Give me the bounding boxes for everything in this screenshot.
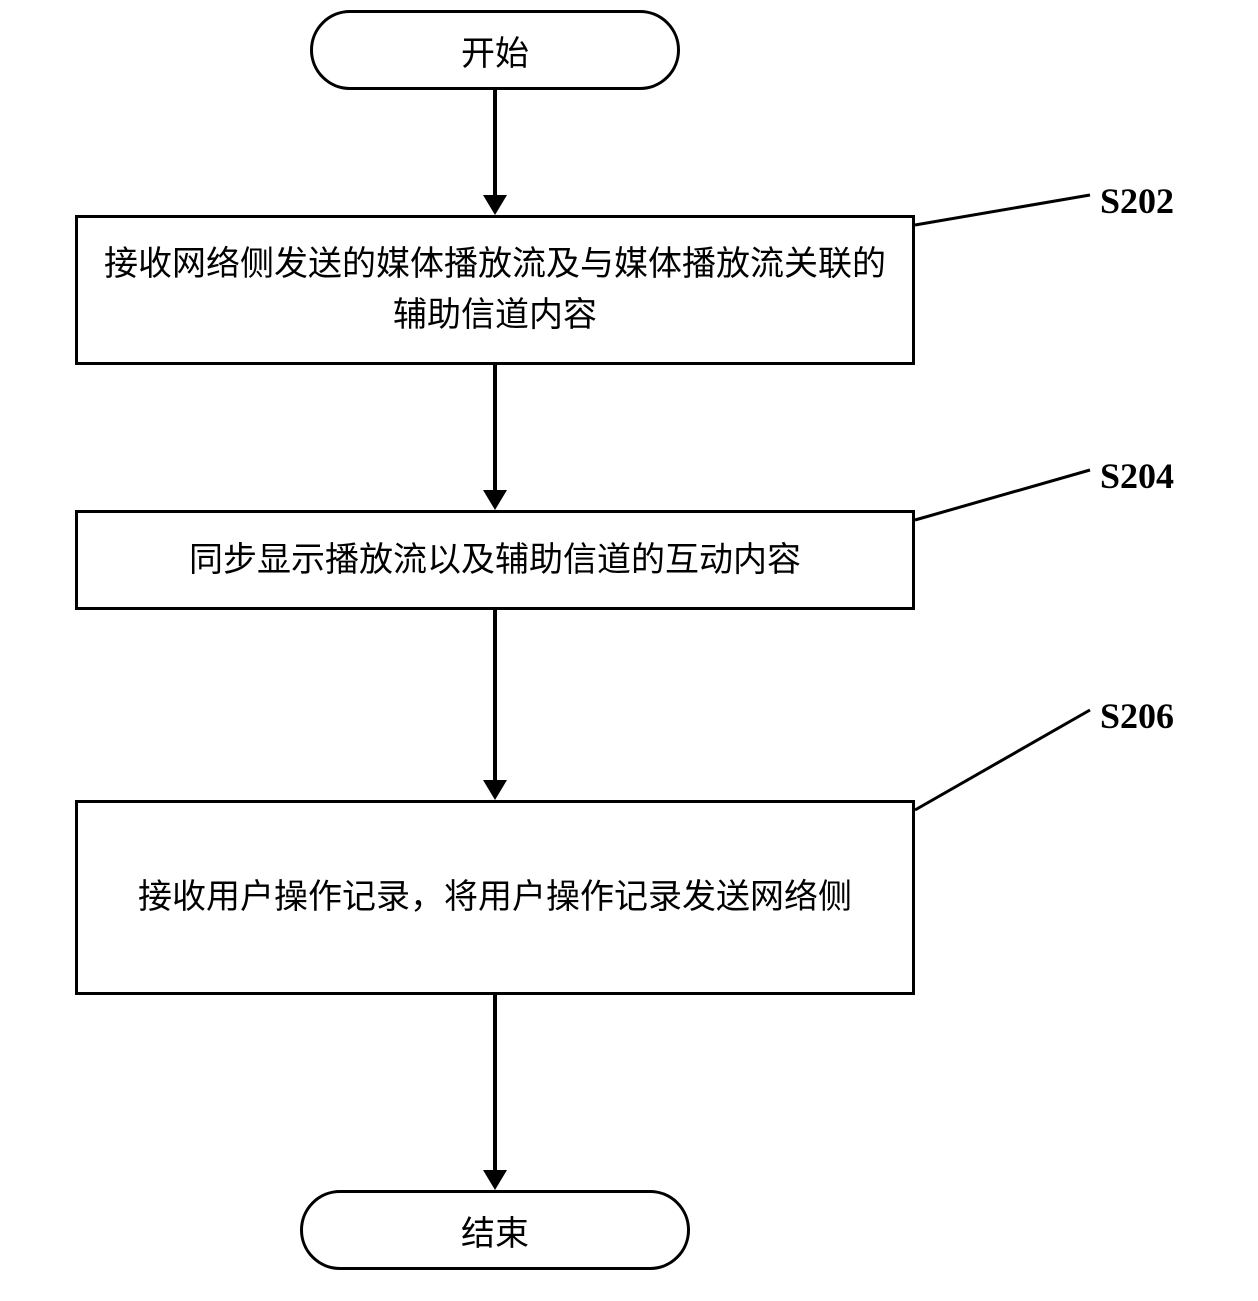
arrow-line-3 <box>493 610 497 780</box>
step1-text: 接收网络侧发送的媒体播放流及与媒体播放流关联的辅助信道内容 <box>98 239 892 341</box>
arrow-head-1 <box>483 195 507 215</box>
label-s204: S204 <box>1100 455 1174 497</box>
arrow-head-3 <box>483 780 507 800</box>
step1-node: 接收网络侧发送的媒体播放流及与媒体播放流关联的辅助信道内容 <box>75 215 915 365</box>
flowchart-container: 开始 接收网络侧发送的媒体播放流及与媒体播放流关联的辅助信道内容 同步显示播放流… <box>0 0 1258 1301</box>
arrow-line-2 <box>493 365 497 490</box>
end-node: 结束 <box>300 1190 690 1270</box>
label-s206: S206 <box>1100 695 1174 737</box>
start-text: 开始 <box>461 26 529 75</box>
arrow-line-4 <box>493 995 497 1170</box>
step3-text: 接收用户操作记录，将用户操作记录发送网络侧 <box>138 872 852 923</box>
label-s202: S202 <box>1100 180 1174 222</box>
step2-node: 同步显示播放流以及辅助信道的互动内容 <box>75 510 915 610</box>
start-node: 开始 <box>310 10 680 90</box>
connector-line-3 <box>915 710 1090 810</box>
arrow-line-1 <box>493 90 497 195</box>
end-text: 结束 <box>461 1206 529 1255</box>
connector-line-2 <box>915 470 1090 520</box>
step3-node: 接收用户操作记录，将用户操作记录发送网络侧 <box>75 800 915 995</box>
connector-line-1 <box>915 195 1090 225</box>
connector-svg <box>0 0 1258 1301</box>
step2-text: 同步显示播放流以及辅助信道的互动内容 <box>189 535 801 586</box>
arrow-head-4 <box>483 1170 507 1190</box>
arrow-head-2 <box>483 490 507 510</box>
